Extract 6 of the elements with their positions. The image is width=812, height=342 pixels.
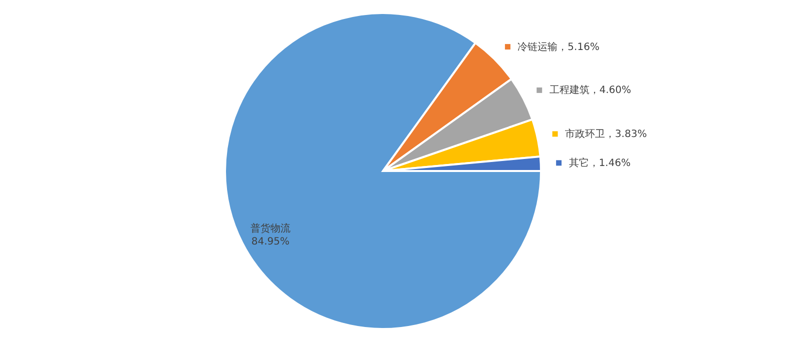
legend-label: 其它，1.46% (568, 156, 631, 169)
legend-label: 冷链运输，5.16% (518, 40, 600, 53)
legend-label: 工程建筑，4.60% (549, 84, 632, 96)
legend-label: 市政环卫，3.83% (565, 128, 647, 140)
slice-label: 普货物流 (250, 222, 290, 235)
data-label: 84.95% (251, 236, 290, 248)
